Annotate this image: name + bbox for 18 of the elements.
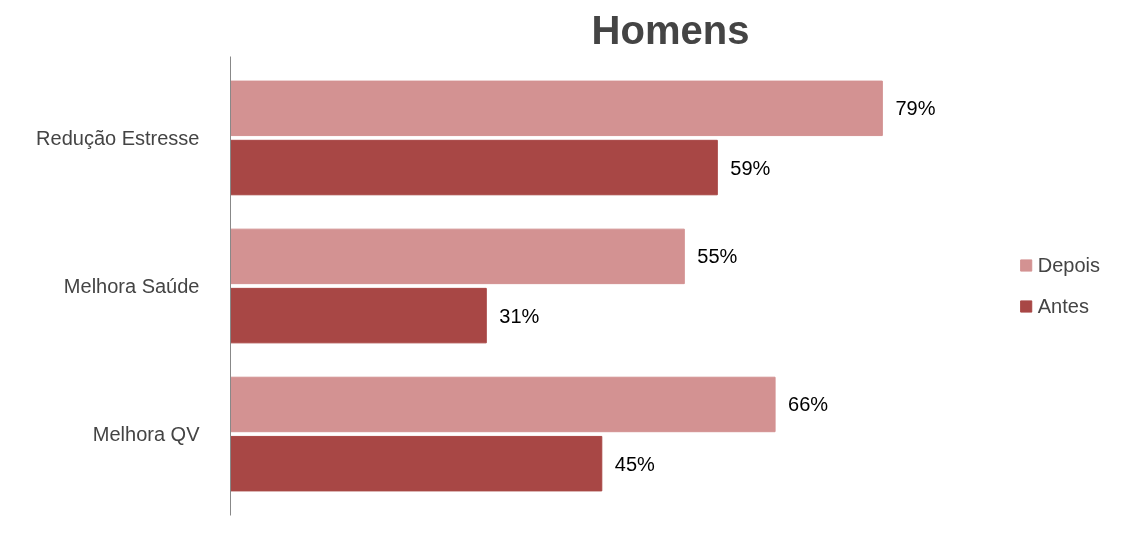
bar bbox=[230, 287, 487, 344]
bar bbox=[230, 376, 776, 433]
y-tick-label: Melhora QV bbox=[92, 423, 201, 446]
data-label: 31% bbox=[499, 304, 540, 327]
bar bbox=[230, 80, 883, 137]
data-label: 59% bbox=[730, 156, 771, 179]
legend-label: Antes bbox=[1037, 294, 1089, 318]
bar bbox=[230, 139, 718, 196]
data-label: 66% bbox=[788, 393, 829, 416]
y-tick-label: Melhora Saúde bbox=[63, 275, 200, 297]
data-label: 79% bbox=[895, 97, 936, 120]
data-label: 45% bbox=[614, 452, 656, 475]
data-label: 55% bbox=[697, 245, 738, 268]
y-tick-label: Redução Estresse bbox=[36, 126, 200, 149]
chart-title: Homens bbox=[591, 7, 750, 52]
bar bbox=[230, 435, 603, 492]
legend-label: Depois bbox=[1037, 253, 1100, 277]
bar bbox=[230, 228, 685, 285]
